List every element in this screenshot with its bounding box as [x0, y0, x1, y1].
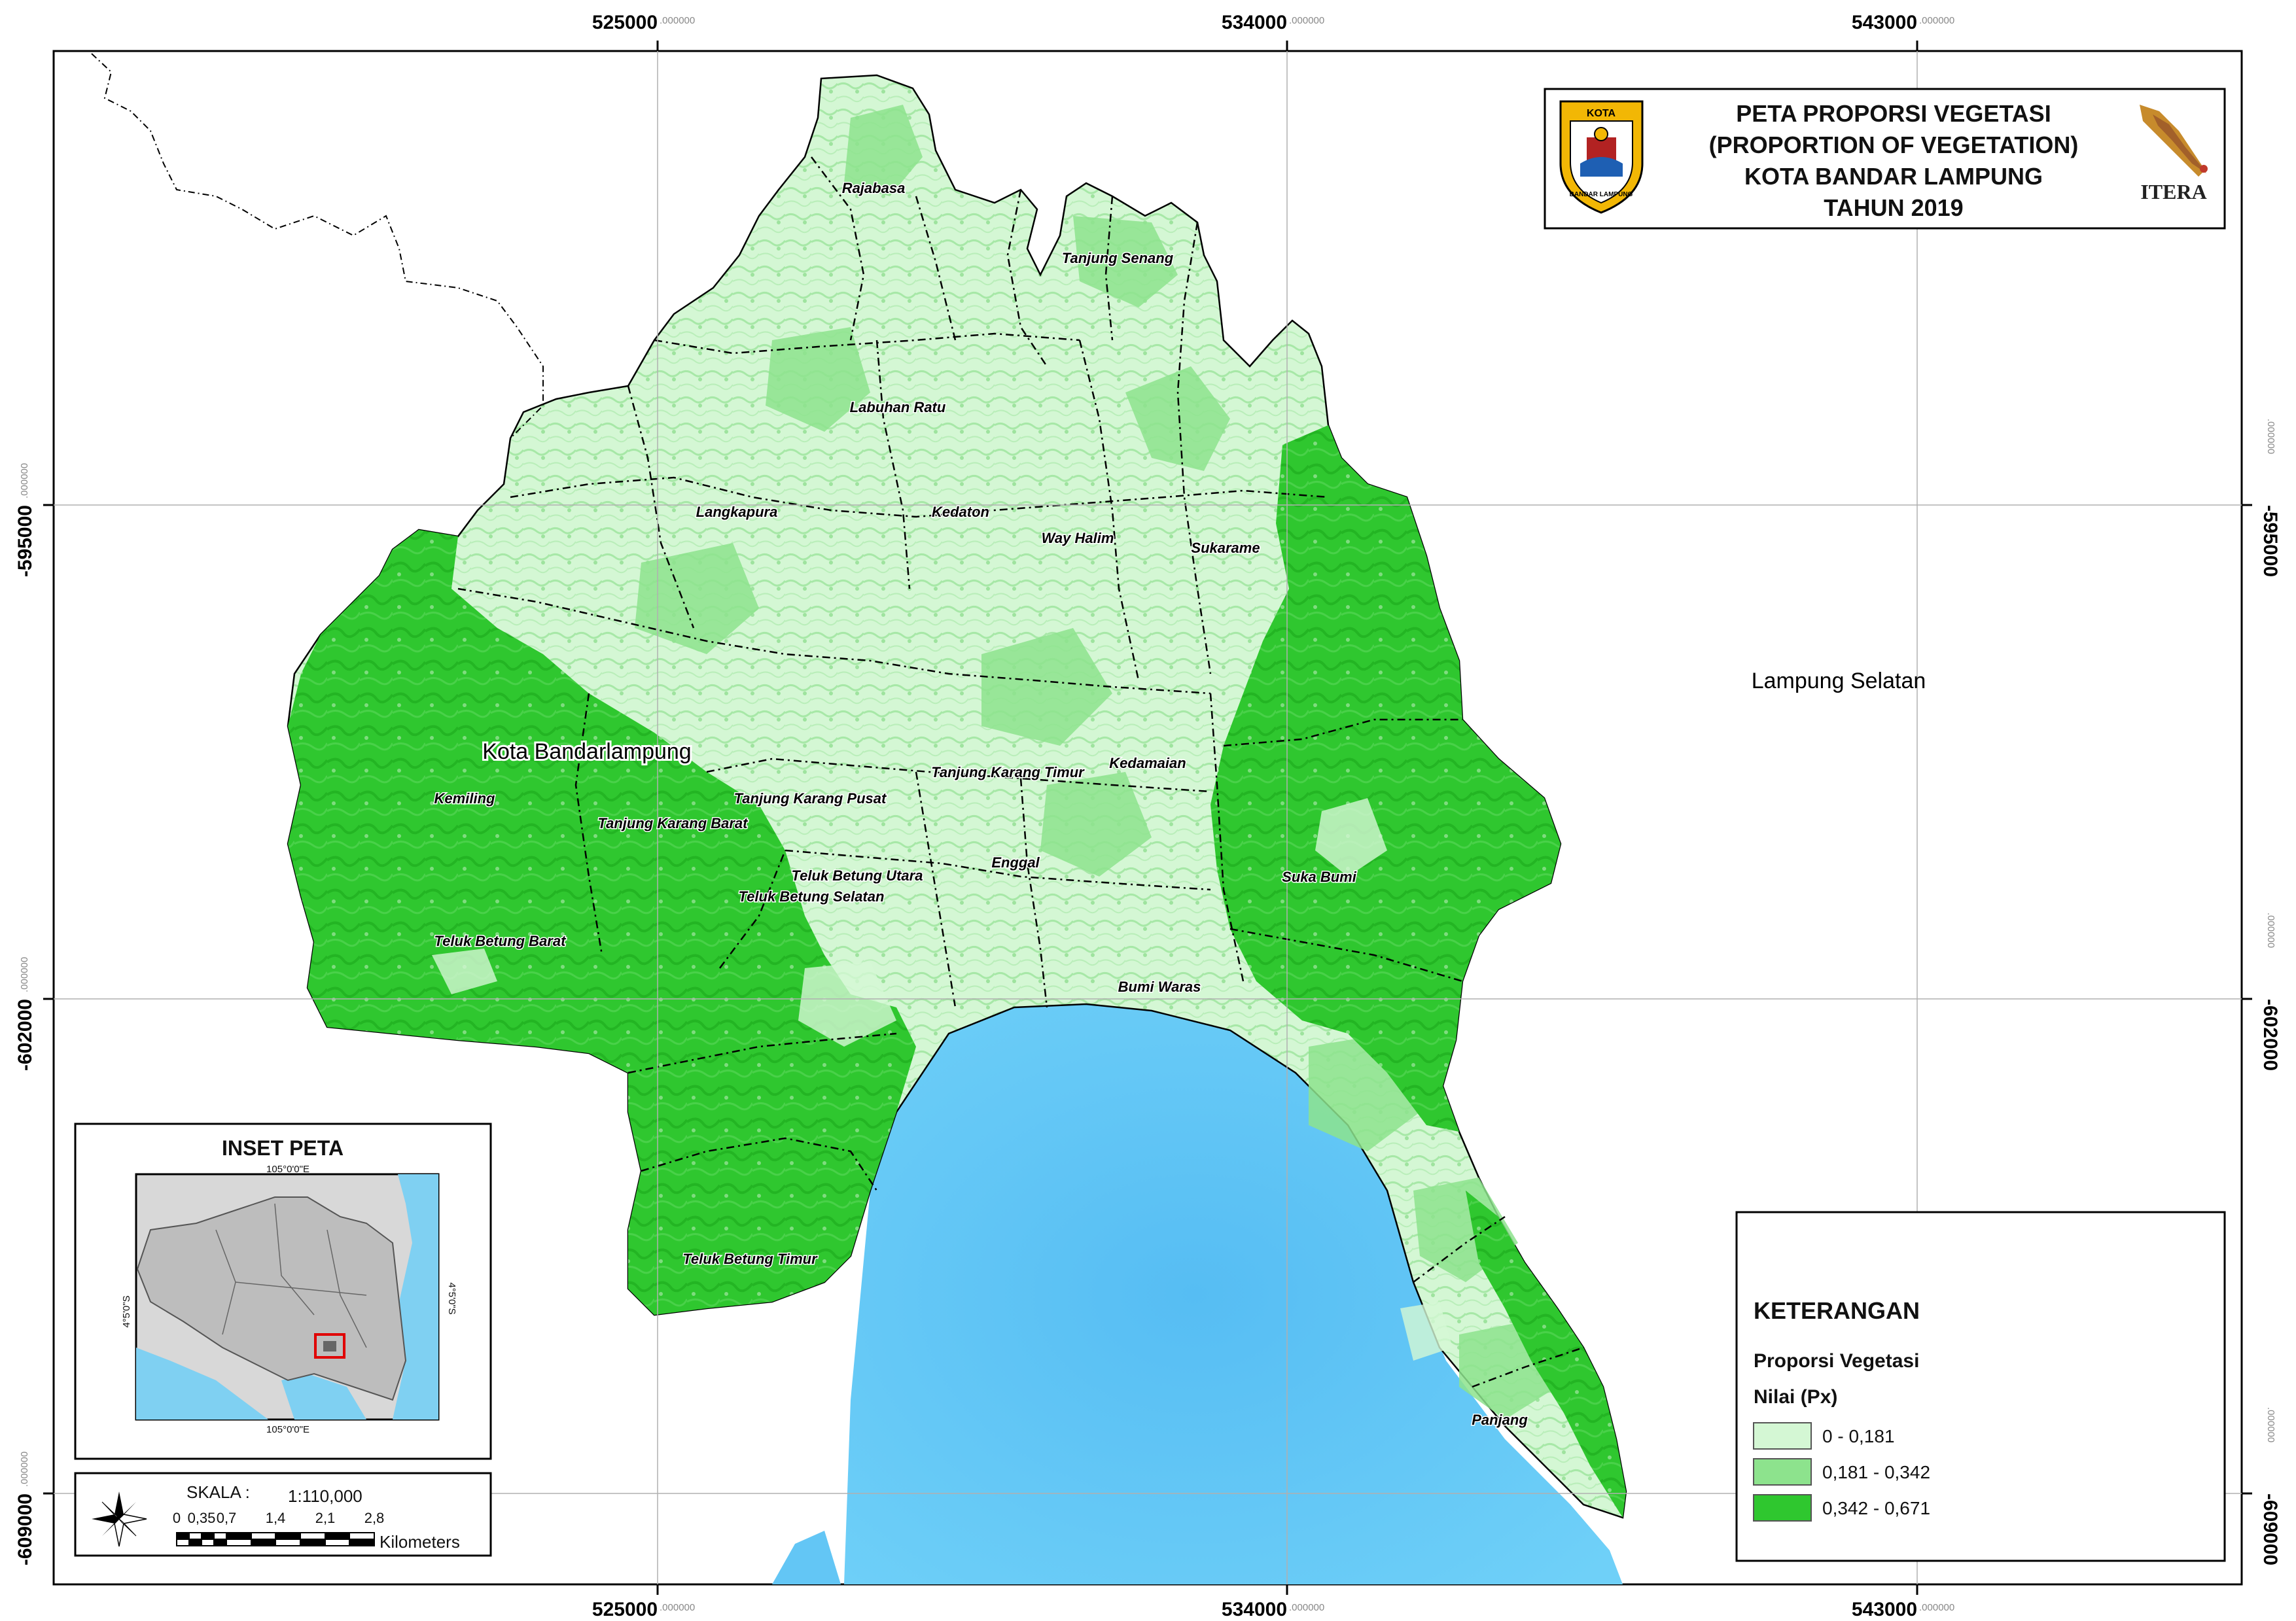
legend: KETERANGAN Proporsi Vegetasi Nilai (Px) … [1735, 1211, 2226, 1562]
title-line-3: KOTA BANDAR LAMPUNG [1744, 163, 2043, 190]
svg-text:4°5'0"S: 4°5'0"S [446, 1282, 457, 1314]
district-label: Bumi Waras [1118, 979, 1201, 995]
legend-heading: KETERANGAN [1754, 1297, 1920, 1324]
district-label: Sukarame [1191, 540, 1260, 556]
legend-value-label: Nilai (Px) [1754, 1386, 1837, 1408]
svg-text:2,8: 2,8 [364, 1510, 385, 1526]
title-line-4: TAHUN 2019 [1824, 194, 1963, 221]
coord-labels-right: -595000 .000000 -602000 .000000 -609000 … [2259, 419, 2281, 1565]
coord-right-3-suffix: .000000 [2265, 1407, 2276, 1442]
scale-block: SKALA : 1:110,000 0 0,35 0,7 1,4 2,1 2,8 [74, 1472, 492, 1557]
scale-ratio: 1:110,000 [288, 1486, 362, 1506]
coord-right-1: -595000 [2259, 505, 2281, 577]
svg-text:4°5'0"S: 4°5'0"S [121, 1295, 132, 1327]
district-label: Kedamaian [1109, 755, 1186, 771]
district-boundaries [457, 156, 1584, 1388]
coord-right-3: -609000 [2259, 1493, 2281, 1565]
legend-swatch-low [1753, 1422, 1812, 1450]
district-label: Tanjung Karang Barat [598, 815, 749, 831]
svg-text:0,35: 0,35 [188, 1510, 216, 1526]
outer-region-label: Lampung Selatan [1752, 669, 1926, 693]
svg-text:ITERA: ITERA [2140, 180, 2206, 203]
legend-swatch-mid [1753, 1458, 1812, 1486]
coord-labels-left: -595000 .000000 -602000 .000000 -609000 … [14, 463, 36, 1565]
coord-top-3-suffix: .000000 [1919, 15, 1954, 26]
coord-left-1-suffix: .000000 [19, 463, 30, 498]
coord-left-3: -609000 [14, 1493, 36, 1565]
district-label: Tanjung Karang Timur [931, 764, 1085, 780]
coord-bottom-1-suffix: .000000 [660, 1602, 695, 1613]
district-label: Tanjung Senang [1062, 250, 1174, 266]
svg-text:105°0'0"E: 105°0'0"E [266, 1164, 309, 1175]
inset-map: INSET PETA 105°0'0"E 105°0'0"E 4°5'0"S 4… [74, 1123, 492, 1460]
legend-subheading: Proporsi Vegetasi [1754, 1350, 1919, 1372]
district-label: Way Halim [1042, 530, 1114, 546]
vegetation-high [288, 425, 1626, 1518]
district-label: Panjang [1472, 1412, 1528, 1428]
coord-top-1-suffix: .000000 [660, 15, 695, 26]
north-arrow-icon [92, 1491, 147, 1547]
coord-bottom-1: 525000 [592, 1599, 658, 1620]
svg-text:0,7: 0,7 [217, 1510, 237, 1526]
svg-text:1,4: 1,4 [266, 1510, 286, 1526]
legend-class-high: 0,342 - 0,671 [1822, 1498, 1930, 1518]
grid-ticks [43, 41, 2252, 1595]
district-label: Kemiling [434, 790, 495, 807]
svg-text:BANDAR LAMPUNG: BANDAR LAMPUNG [1570, 191, 1633, 198]
coord-left-2: -602000 [14, 999, 36, 1071]
coord-labels-top: 525000 .000000 534000 .000000 543000 .00… [592, 12, 1954, 33]
sea-bottom-left [772, 1531, 841, 1584]
district-label: Enggal [991, 854, 1040, 871]
title-block: KOTA BANDAR LAMPUNG PETA PROPORSI VEGETA… [1544, 88, 2226, 230]
svg-text:105°0'0"E: 105°0'0"E [266, 1424, 309, 1435]
coord-top-1: 525000 [592, 12, 658, 33]
district-label: Tanjung Karang Pusat [734, 790, 887, 807]
outer-region-boundary [91, 53, 544, 439]
scale-label: SKALA : [186, 1482, 250, 1502]
itera-logo-icon: ITERA [2140, 105, 2208, 203]
coord-bottom-2: 534000 [1222, 1599, 1287, 1620]
city-emblem-icon: KOTA BANDAR LAMPUNG [1559, 100, 1644, 214]
coord-top-2: 534000 [1222, 12, 1287, 33]
svg-text:2,1: 2,1 [315, 1510, 336, 1526]
district-label: Suka Bumi [1282, 869, 1357, 885]
legend-class-low: 0 - 0,181 [1822, 1426, 1895, 1446]
coord-bottom-3-suffix: .000000 [1919, 1602, 1954, 1613]
scale-tick-labels: 0 0,35 0,7 1,4 2,1 2,8 [173, 1510, 384, 1526]
scale-unit: Kilometers [380, 1532, 460, 1552]
inset-location-marker [314, 1333, 345, 1359]
svg-text:0: 0 [173, 1510, 181, 1526]
district-label: Rajabasa [842, 180, 906, 196]
district-label: Teluk Betung Selatan [739, 888, 885, 905]
coord-right-2: -602000 [2259, 999, 2281, 1071]
inset-title: INSET PETA [222, 1136, 344, 1160]
coord-left-2-suffix: .000000 [19, 957, 30, 992]
legend-class-mid: 0,181 - 0,342 [1822, 1462, 1930, 1482]
coord-left-1: -595000 [14, 505, 36, 577]
district-labels: Rajabasa Tanjung Senang Labuhan Ratu Lan… [433, 179, 1529, 1429]
district-label: Teluk Betung Utara [792, 867, 923, 884]
coord-bottom-3: 543000 [1852, 1599, 1917, 1620]
city-label: Kota Bandarlampung [482, 739, 691, 764]
district-label: Labuhan Ratu [850, 399, 946, 415]
district-label: Teluk Betung Barat [434, 933, 567, 949]
scale-bar [176, 1532, 375, 1546]
coord-labels-bottom: 525000 .000000 534000 .000000 543000 .00… [592, 1599, 1954, 1620]
coord-top-3: 543000 [1852, 12, 1917, 33]
title-line-2: (PROPORTION OF VEGETATION) [1709, 131, 2079, 158]
coord-right-1-suffix: .000000 [2265, 419, 2276, 454]
vegetation-low-patches [432, 798, 1453, 1361]
title-line-1: PETA PROPORSI VEGETASI [1736, 100, 2051, 127]
svg-text:KOTA: KOTA [1587, 108, 1616, 119]
coord-bottom-2-suffix: .000000 [1289, 1602, 1324, 1613]
district-label: Kedaton [932, 504, 989, 520]
legend-swatch-high [1753, 1494, 1812, 1522]
district-label: Teluk Betung Timur [682, 1251, 818, 1267]
district-label: Langkapura [696, 504, 778, 520]
sea-area [844, 1004, 1623, 1584]
coord-left-3-suffix: .000000 [19, 1452, 30, 1487]
coord-right-2-suffix: .000000 [2265, 913, 2276, 948]
coord-top-2-suffix: .000000 [1289, 15, 1324, 26]
